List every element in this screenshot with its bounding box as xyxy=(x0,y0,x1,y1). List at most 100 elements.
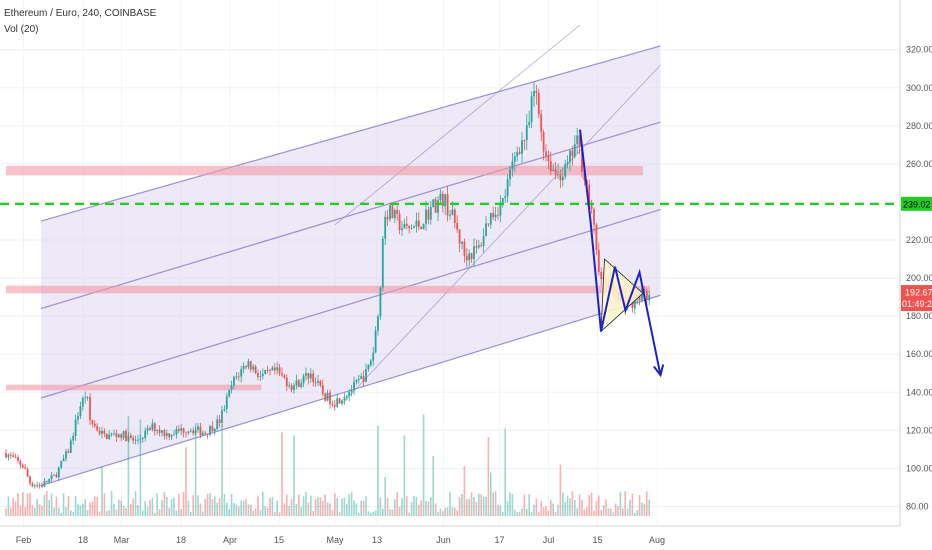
candle-body xyxy=(204,432,207,434)
volume-bar xyxy=(504,428,506,516)
candle-body xyxy=(295,380,298,386)
candle-body xyxy=(410,228,413,229)
candle-body xyxy=(170,435,173,438)
volume-bar xyxy=(211,498,214,516)
volume-bar xyxy=(281,432,283,516)
candle-body xyxy=(549,161,552,172)
candle-body xyxy=(5,453,7,458)
volume-bar xyxy=(559,464,562,516)
volume-bar xyxy=(206,493,209,516)
volume-bar xyxy=(146,507,149,516)
volume-bar xyxy=(238,506,240,516)
volume-bar xyxy=(134,491,137,516)
volume-bar xyxy=(314,499,317,516)
candle-body xyxy=(276,367,279,371)
candle-body xyxy=(285,377,288,387)
volume-bar xyxy=(101,466,103,516)
candle-body xyxy=(86,397,89,398)
volume-bar xyxy=(634,512,636,516)
volume-bar xyxy=(540,501,542,516)
volume-bar xyxy=(415,496,418,516)
candle-body xyxy=(254,366,257,374)
candle-body xyxy=(113,433,115,435)
candle-body xyxy=(588,184,591,205)
candle-body xyxy=(161,430,163,433)
volume-bar xyxy=(499,505,502,516)
candle-body xyxy=(516,152,519,157)
volume-bar xyxy=(403,435,406,516)
candle-body xyxy=(497,214,499,216)
volume-bar xyxy=(451,507,454,516)
candle-body xyxy=(504,196,507,199)
candle-body xyxy=(302,375,305,384)
volume-bar xyxy=(566,495,569,516)
volume-bar xyxy=(151,497,154,516)
volume-bar xyxy=(466,499,468,516)
volume-bar xyxy=(209,493,211,516)
candle-body xyxy=(163,430,166,437)
volume-bar xyxy=(442,511,444,516)
volume-bar xyxy=(389,509,391,516)
candle-body xyxy=(511,161,514,170)
candle-body xyxy=(189,430,192,432)
volume-bar xyxy=(235,504,238,516)
candle-body xyxy=(216,419,219,430)
candle-body xyxy=(307,373,310,379)
volume-bar xyxy=(622,508,624,516)
price-axis-bg xyxy=(900,0,932,550)
candle-body xyxy=(237,376,240,378)
candle-body xyxy=(569,150,571,163)
volume-bar xyxy=(398,506,401,516)
candle-body xyxy=(398,213,401,231)
volume-bar xyxy=(127,416,130,516)
candle-body xyxy=(158,429,161,433)
volume-bar xyxy=(226,502,228,516)
volume-bar xyxy=(38,504,41,516)
volume-bar xyxy=(60,512,62,516)
volume-bar xyxy=(619,491,622,516)
volume-bar xyxy=(581,499,583,516)
candle-body xyxy=(391,205,394,219)
candle-body xyxy=(79,406,82,416)
volume-bar xyxy=(437,512,439,516)
y-tick-label: 280.00 xyxy=(906,121,932,131)
x-tick-label: Feb xyxy=(16,535,32,545)
volume-bar xyxy=(478,493,480,516)
candle-body xyxy=(31,483,34,487)
volume-bar xyxy=(408,512,410,516)
y-tick-label: 100.00 xyxy=(906,463,932,473)
candle-body xyxy=(374,330,377,353)
candle-body xyxy=(98,430,101,434)
candle-body xyxy=(487,223,490,225)
candle-body xyxy=(501,198,504,203)
volume-bar xyxy=(492,492,494,516)
candle-body xyxy=(379,287,382,317)
candle-body xyxy=(465,255,468,261)
volume-bar xyxy=(77,504,79,516)
volume-bar xyxy=(516,512,518,516)
volume-bar xyxy=(302,496,305,516)
volume-bar xyxy=(317,497,319,516)
volume-bar xyxy=(173,497,175,516)
forecast-drawing xyxy=(579,129,665,378)
volume-bar xyxy=(401,498,403,516)
volume-bar xyxy=(154,512,156,516)
candle-body xyxy=(456,222,459,230)
volume-bar xyxy=(274,511,276,516)
volume-bar xyxy=(216,502,218,516)
candle-body xyxy=(425,209,427,224)
candle-body xyxy=(643,288,646,291)
candle-body xyxy=(228,389,231,397)
candle-body xyxy=(180,428,183,431)
volume-bar xyxy=(218,498,221,516)
candle-body xyxy=(137,439,139,441)
candle-body xyxy=(103,431,106,434)
y-tick-label: 320.00 xyxy=(906,45,932,55)
candle-body xyxy=(470,253,473,260)
volume-bar xyxy=(329,503,331,516)
volume-bar xyxy=(70,510,72,516)
x-tick-label: Aug xyxy=(649,535,665,545)
volume-bar xyxy=(223,493,226,516)
candle-body xyxy=(489,212,492,225)
